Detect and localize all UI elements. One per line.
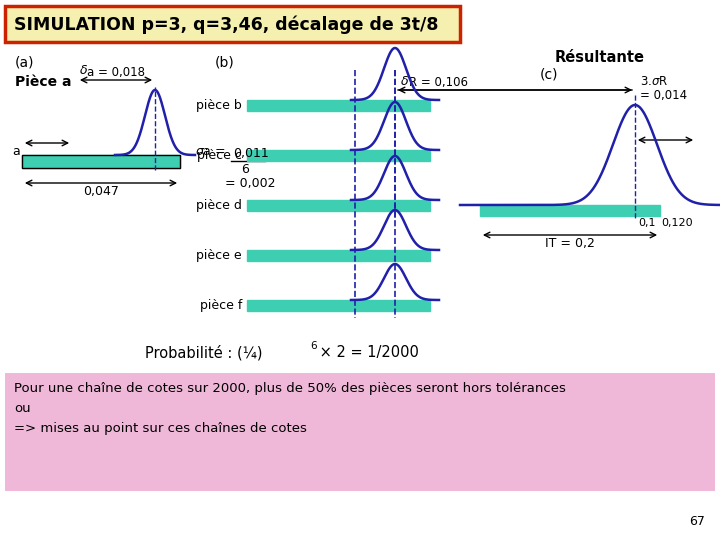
Text: a: a (12, 145, 19, 158)
Text: R = 0,106: R = 0,106 (409, 76, 468, 89)
Bar (22, 155, 180, 168)
Text: = 0,014: = 0,014 (640, 89, 687, 102)
Bar (22, 155, 180, 168)
Text: 0,120: 0,120 (661, 218, 693, 228)
Bar (247, 300, 430, 311)
Text: (a): (a) (15, 55, 35, 69)
Text: pièce c: pièce c (197, 148, 242, 161)
Text: × 2 = 1/2000: × 2 = 1/2000 (315, 345, 419, 360)
Bar (5, 6, 460, 42)
Bar (247, 250, 430, 261)
Bar (247, 100, 430, 111)
Text: pièce d: pièce d (196, 199, 242, 212)
Text: pièce f: pièce f (199, 299, 242, 312)
Text: 0,047: 0,047 (83, 185, 119, 198)
Text: $\delta$: $\delta$ (400, 75, 409, 88)
Text: Probabilité : (¼): Probabilité : (¼) (145, 345, 263, 361)
Bar (247, 150, 430, 161)
Text: 6: 6 (241, 163, 249, 176)
Text: 3.$\sigma$R: 3.$\sigma$R (640, 75, 668, 88)
Text: $\sigma$a =: $\sigma$a = (195, 145, 226, 158)
Text: $\delta$: $\delta$ (79, 64, 88, 77)
Text: 0,011: 0,011 (233, 147, 269, 160)
Text: (b): (b) (215, 55, 235, 69)
Text: pièce b: pièce b (197, 98, 242, 111)
Text: a = 0,018: a = 0,018 (87, 66, 145, 79)
Text: pièce e: pièce e (197, 248, 242, 261)
Text: IT = 0,2: IT = 0,2 (545, 237, 595, 250)
Text: Pièce a: Pièce a (15, 75, 71, 89)
Text: = 0,002: = 0,002 (225, 177, 276, 190)
Text: (c): (c) (540, 68, 559, 82)
Bar (247, 200, 430, 211)
Text: SIMULATION p=3, q=3,46, décalage de 3t/8: SIMULATION p=3, q=3,46, décalage de 3t/8 (14, 16, 438, 34)
Text: 67: 67 (689, 515, 705, 528)
Text: Résultante: Résultante (555, 50, 645, 65)
Bar (480, 205, 660, 216)
Text: 0,1: 0,1 (638, 218, 655, 228)
Text: 6: 6 (310, 341, 317, 351)
Bar (5, 373, 715, 491)
Text: Pour une chaîne de cotes sur 2000, plus de 50% des pièces seront hors tolérances: Pour une chaîne de cotes sur 2000, plus … (14, 382, 566, 435)
